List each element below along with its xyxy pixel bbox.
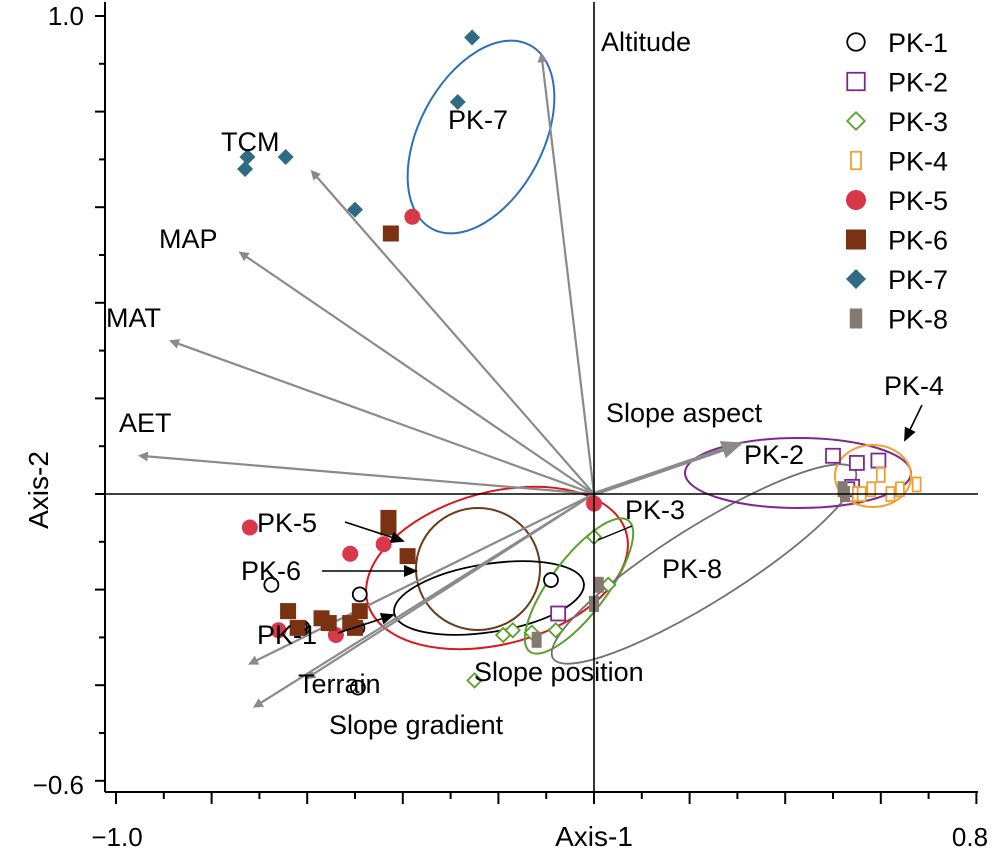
point-pk-2 [825,447,841,464]
callout-arrow-pk-4 [904,404,923,442]
ellipse-pk-7 [406,39,556,235]
vector-label-mat: MAT [106,303,161,333]
vector-arrow-slope-position [305,493,595,680]
point-pk-2 [550,605,567,622]
group-label-pk-6: PK-6 [241,556,301,586]
point-pk-6 [380,519,397,536]
legend-marker-pk-8 [849,308,863,329]
callout-arrow-pk-5 [344,521,405,543]
vector-arrow-aet [137,451,595,496]
callout-arrow-pk-1 [337,613,395,634]
vector-label-tcm: TCM [221,127,279,157]
point-pk-5 [375,536,392,553]
legend-marker-pk-3 [845,110,867,132]
vector-label-map: MAP [159,224,218,254]
y-tick-label-top: 1.0 [48,1,84,31]
vector-label-altitude: Altitude [601,27,691,57]
callout-line-pk-3 [597,525,633,541]
point-pk-4 [911,476,922,493]
legend-label-pk-7: PK-7 [888,265,948,295]
point-pk-3 [547,621,565,639]
legend-marker-pk-4 [850,150,862,171]
group-label-pk-4: PK-4 [884,371,944,401]
vector-labels: Altitude TCM MAP MAT AET Slope aspect Te… [106,27,763,740]
vector-arrow-altitude [537,52,596,495]
point-pk-5 [241,519,258,536]
point-pk-5 [270,622,287,639]
legend-label-pk-4: PK-4 [888,147,948,177]
axis-ticks [95,15,978,804]
group-label-pk-3: PK-3 [625,495,685,525]
vector-arrow-tcm [310,169,595,495]
point-pk-1 [263,576,280,593]
x-tick-label-left: −1.0 [91,822,142,852]
legend-label-pk-5: PK-5 [888,186,948,216]
point-pk-8 [531,631,542,648]
group-label-pk-7: PK-7 [448,105,508,135]
point-pk-7 [449,94,466,111]
vector-label-slope-aspect: Slope aspect [606,398,763,428]
point-pk-2 [849,455,865,471]
point-pk-3 [466,672,483,689]
y-tick-label-bottom: −0.6 [33,770,84,800]
point-pk-7 [237,160,254,177]
point-pk-5 [404,208,421,225]
legend-label-pk-3: PK-3 [888,107,948,137]
vector-label-slope-position: Slope position [474,657,644,687]
legend-marker-pk-2 [846,71,866,92]
group-label-pk-5: PK-5 [257,508,317,538]
point-pk-6 [399,548,416,565]
group-label-pk-1: PK-1 [257,620,317,650]
point-pk-5 [342,545,359,562]
vector-arrow-terrain [248,493,595,665]
point-pk-1 [351,586,368,603]
vector-label-slope-gradient: Slope gradient [329,710,504,740]
group-label-pk-8: PK-8 [662,554,722,584]
legend-marker-pk-7 [846,269,866,289]
legend-marker-pk-5 [846,190,866,210]
ellipse-pk-4 [834,444,912,508]
x-axis-title: Axis-1 [555,821,633,852]
point-pk-6 [289,619,306,636]
vector-label-terrain: Terrain [298,669,381,699]
ellipse-pk-3 [523,517,635,655]
point-pk-1 [543,572,559,588]
point-pk-4 [895,481,905,498]
legend-label-pk-2: PK-2 [888,68,948,98]
group-ellipses [365,39,912,665]
group-labels: PK-7 PK-5 PK-6 PK-1 PK-3 PK-8 PK-2 PK-4 [241,105,944,650]
y-axis-title: Axis-2 [23,451,54,529]
point-pk-7 [239,149,256,166]
point-pk-8 [593,576,604,593]
point-pk-6 [313,610,330,627]
group-label-pk-2: PK-2 [744,440,804,470]
point-pk-6 [382,225,399,242]
vector-arrow-mat [169,339,595,496]
point-pk-4 [866,481,877,498]
legend-marker-pk-1 [846,32,866,52]
point-pk-8 [837,481,848,498]
point-pk-6 [280,603,297,620]
legend: PK-1 PK-2 PK-3 PK-4 PK-5 PK-6 PK-7 PK-8 [845,28,948,335]
environment-vectors [137,52,744,708]
legend-label-pk-6: PK-6 [888,226,948,256]
point-pk-1 [349,679,366,696]
legend-label-pk-1: PK-1 [888,28,948,58]
callout-arrows [322,404,923,634]
point-pk-7 [464,29,481,46]
point-pk-7 [277,149,294,166]
vector-arrow-map [238,251,595,495]
vector-label-aet: AET [119,408,172,438]
point-pk-3 [494,626,512,644]
point-pk-2 [870,452,887,469]
data-points [237,29,922,696]
legend-label-pk-8: PK-8 [888,305,948,335]
point-pk-4 [875,466,886,483]
point-pk-7 [347,201,363,218]
x-tick-label-right: 0.8 [952,822,988,852]
legend-marker-pk-6 [846,229,866,250]
vector-arrow-slope-aspect [593,441,744,496]
